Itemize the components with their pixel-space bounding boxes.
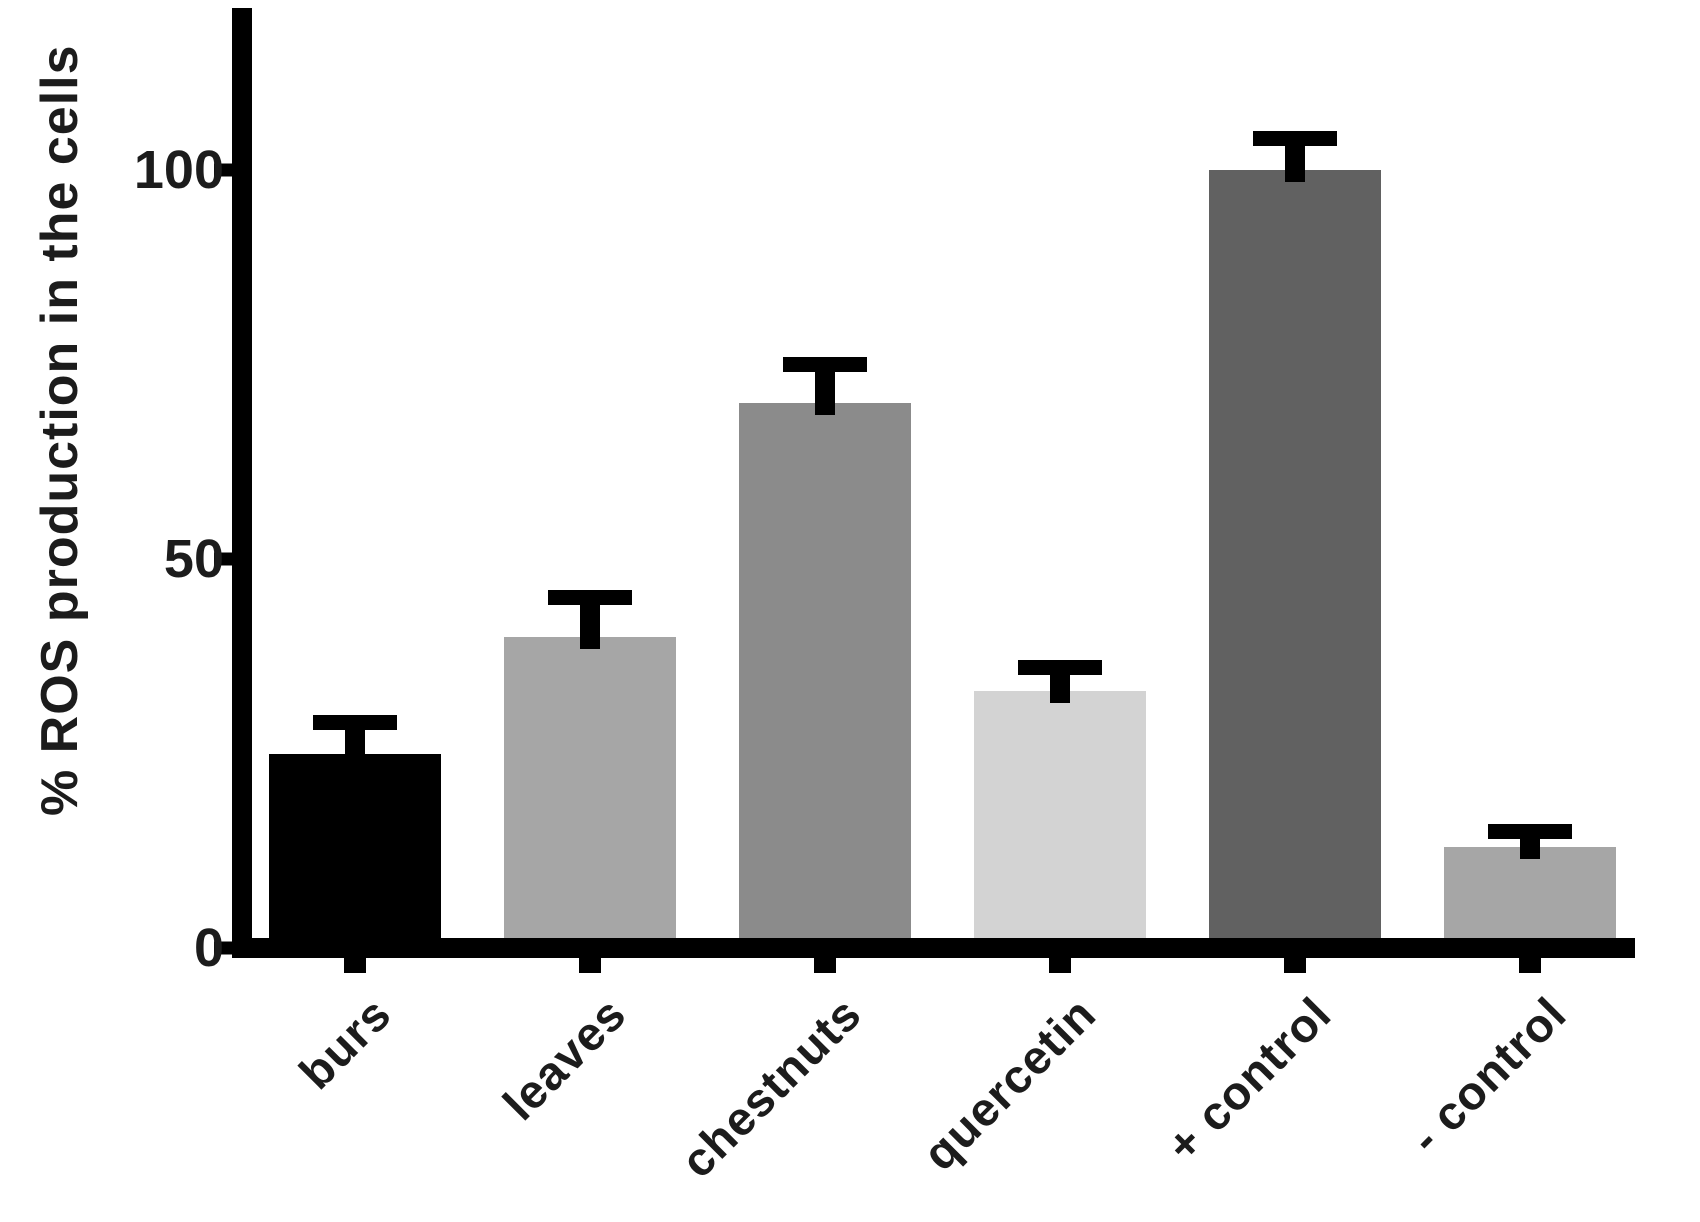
error-bar-stem-chestnuts [815,364,835,416]
bar-plus-control [1209,170,1381,954]
x-label-minus-control: - control [1399,986,1577,1164]
bar-minus-control [1444,846,1616,954]
error-bar-cap-minus-control [1488,823,1572,839]
x-tick-minus-control [1519,958,1541,973]
error-bar-cap-quercetin [1018,660,1102,676]
error-bar-stem-quercetin [1050,667,1070,704]
bar-burs [269,753,441,954]
x-label-quercetin: quercetin [912,986,1107,1181]
y-tick-label-0: 0 [193,918,224,978]
y-axis-title: % ROS production in the cells [31,44,89,816]
x-tick-leaves [579,958,601,973]
x-label-leaves: leaves [492,986,637,1131]
error-bar-stem-leaves [580,597,600,649]
x-label-chestnuts: chestnuts [670,986,872,1188]
y-tick-0 [214,941,232,955]
y-tick-50 [214,552,232,566]
bar-quercetin [974,691,1146,954]
x-tick-burs [344,958,366,973]
x-label-plus-control: + control [1156,986,1342,1172]
x-tick-plus-control [1284,958,1306,973]
x-label-burs: burs [288,986,402,1100]
x-tick-quercetin [1049,958,1071,973]
error-bar-cap-chestnuts [783,357,867,372]
error-bar-cap-leaves [548,590,632,606]
y-tick-label-100: 100 [133,140,224,200]
x-tick-chestnuts [814,958,836,973]
error-bar-stem-burs [345,722,365,766]
error-bar-stem-plus-control [1285,138,1305,182]
y-tick-label-50: 50 [163,529,224,589]
bar-chestnuts [739,403,911,954]
bar-leaves [504,636,676,954]
y-tick-100 [214,163,232,177]
error-bar-cap-plus-control [1253,131,1337,147]
error-bar-cap-burs [313,714,397,730]
y-axis-line [232,8,252,958]
x-axis-line [232,938,1635,958]
